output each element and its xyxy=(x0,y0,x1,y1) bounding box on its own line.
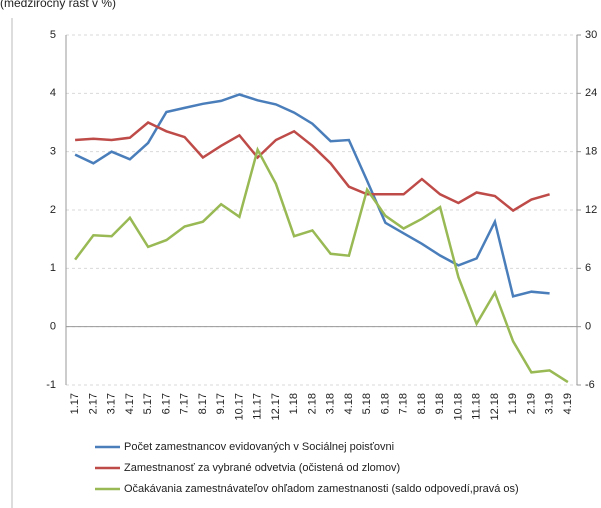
legend-label: Očakávania zamestnávateľov ohľadom zames… xyxy=(124,483,519,495)
x-tick-label: 5.17 xyxy=(142,393,154,414)
y2-tick-label: 12 xyxy=(585,204,597,216)
x-tick-label: 5.18 xyxy=(361,393,373,414)
x-tick-label: 7.17 xyxy=(179,393,191,414)
x-tick-label: 7.18 xyxy=(398,393,410,414)
legend-label: Zamestnanosť za vybrané odvetvia (očiste… xyxy=(124,462,400,474)
y2-tick-label: -6 xyxy=(585,379,595,391)
y-tick-label: 5 xyxy=(50,29,56,41)
y2-tick-label: 30 xyxy=(585,29,597,41)
x-tick-label: 1.18 xyxy=(288,393,300,414)
y2-tick-label: 6 xyxy=(585,262,591,274)
series-line xyxy=(74,146,569,384)
x-tick-label: 11.17 xyxy=(252,393,264,420)
series-line xyxy=(74,93,550,298)
legend-label: Počet zamestnancov evidovaných v Sociáln… xyxy=(124,441,394,453)
x-tick-label: 3.17 xyxy=(106,393,118,414)
x-tick-label: 8.18 xyxy=(416,393,428,414)
x-tick-label: 4.19 xyxy=(562,393,574,414)
x-tick-label: 1.17 xyxy=(69,393,81,414)
x-tick-label: 6.18 xyxy=(379,393,391,414)
x-tick-label: 12.17 xyxy=(270,393,282,421)
y2-tick-label: 24 xyxy=(585,87,597,99)
x-tick-label: 10.18 xyxy=(452,393,464,421)
y-tick-label: 4 xyxy=(50,87,56,99)
x-tick-label: 2.19 xyxy=(525,393,537,414)
x-tick-label: 10.17 xyxy=(233,393,245,421)
series-line xyxy=(75,121,550,213)
x-tick-label: 8.17 xyxy=(197,393,209,414)
x-tick-label: 3.18 xyxy=(325,393,337,414)
y-tick-label: -1 xyxy=(46,379,56,391)
y2-tick-label: 0 xyxy=(585,321,591,333)
x-tick-label: 9.17 xyxy=(215,393,227,414)
y-tick-label: 2 xyxy=(50,204,56,216)
x-tick-label: 2.17 xyxy=(87,393,99,414)
x-tick-label: 4.17 xyxy=(124,393,136,414)
y-tick-label: 3 xyxy=(50,146,56,158)
x-tick-label: 4.18 xyxy=(343,393,355,414)
y2-tick-label: 18 xyxy=(585,146,597,158)
y-tick-label: 0 xyxy=(50,321,56,333)
x-tick-label: 2.18 xyxy=(306,393,318,414)
x-tick-label: 3.19 xyxy=(544,393,556,414)
chart-title: (medziročný rast v %) xyxy=(0,0,116,10)
x-tick-label: 1.19 xyxy=(507,393,519,414)
x-tick-label: 12.18 xyxy=(489,393,501,421)
y-tick-label: 1 xyxy=(50,262,56,274)
x-tick-label: 11.18 xyxy=(471,393,483,420)
x-tick-label: 9.18 xyxy=(434,393,446,414)
x-tick-label: 6.17 xyxy=(160,393,172,414)
